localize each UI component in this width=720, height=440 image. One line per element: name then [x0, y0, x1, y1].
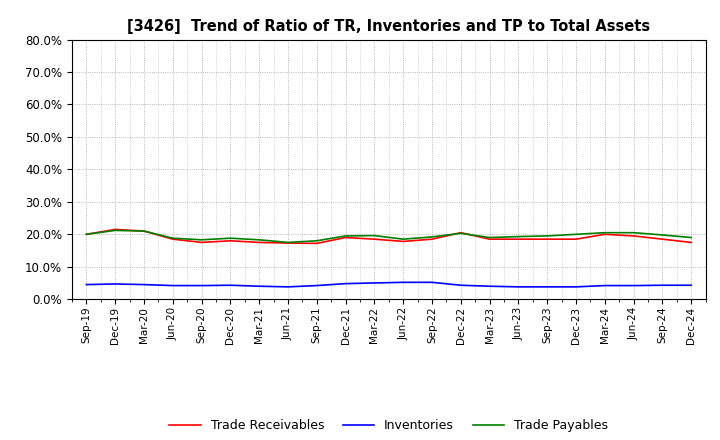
Trade Receivables	[629, 233, 638, 238]
Inventories	[456, 282, 465, 288]
Inventories	[428, 280, 436, 285]
Trade Receivables	[658, 237, 667, 242]
Trade Payables	[284, 240, 292, 245]
Inventories	[82, 282, 91, 287]
Trade Payables	[82, 231, 91, 237]
Trade Receivables	[514, 237, 523, 242]
Trade Receivables	[197, 240, 206, 245]
Trade Receivables	[111, 227, 120, 232]
Trade Payables	[485, 235, 494, 240]
Trade Payables	[600, 230, 609, 235]
Trade Receivables	[600, 231, 609, 237]
Trade Receivables	[456, 230, 465, 235]
Trade Payables	[140, 228, 148, 234]
Trade Payables	[168, 235, 177, 241]
Legend: Trade Receivables, Inventories, Trade Payables: Trade Receivables, Inventories, Trade Pa…	[164, 414, 613, 437]
Inventories	[572, 284, 580, 290]
Inventories	[226, 282, 235, 288]
Trade Receivables	[82, 231, 91, 237]
Inventories	[485, 284, 494, 289]
Trade Payables	[687, 235, 696, 240]
Trade Receivables	[341, 235, 350, 240]
Inventories	[197, 283, 206, 288]
Inventories	[255, 284, 264, 289]
Inventories	[140, 282, 148, 287]
Inventories	[284, 284, 292, 290]
Inventories	[312, 283, 321, 288]
Trade Receivables	[255, 240, 264, 245]
Trade Payables	[428, 234, 436, 239]
Line: Trade Receivables: Trade Receivables	[86, 229, 691, 243]
Inventories	[658, 282, 667, 288]
Trade Receivables	[572, 237, 580, 242]
Trade Payables	[341, 233, 350, 238]
Trade Receivables	[399, 239, 408, 244]
Trade Payables	[543, 233, 552, 238]
Trade Receivables	[168, 237, 177, 242]
Trade Receivables	[140, 228, 148, 234]
Inventories	[687, 282, 696, 288]
Trade Receivables	[428, 237, 436, 242]
Trade Payables	[255, 237, 264, 242]
Trade Payables	[370, 233, 379, 238]
Inventories	[514, 284, 523, 290]
Inventories	[600, 283, 609, 288]
Trade Receivables	[284, 240, 292, 246]
Inventories	[629, 283, 638, 288]
Trade Payables	[629, 230, 638, 235]
Trade Receivables	[370, 237, 379, 242]
Title: [3426]  Trend of Ratio of TR, Inventories and TP to Total Assets: [3426] Trend of Ratio of TR, Inventories…	[127, 19, 650, 34]
Trade Payables	[514, 234, 523, 239]
Inventories	[370, 280, 379, 286]
Trade Payables	[572, 231, 580, 237]
Line: Trade Payables: Trade Payables	[86, 231, 691, 242]
Trade Receivables	[687, 240, 696, 245]
Trade Payables	[111, 228, 120, 233]
Trade Payables	[456, 231, 465, 236]
Inventories	[399, 280, 408, 285]
Trade Payables	[226, 235, 235, 241]
Trade Receivables	[226, 238, 235, 243]
Inventories	[341, 281, 350, 286]
Trade Receivables	[312, 241, 321, 246]
Line: Inventories: Inventories	[86, 282, 691, 287]
Trade Payables	[312, 238, 321, 243]
Inventories	[168, 283, 177, 288]
Inventories	[543, 284, 552, 290]
Trade Payables	[197, 237, 206, 242]
Trade Receivables	[543, 237, 552, 242]
Inventories	[111, 281, 120, 286]
Trade Payables	[399, 237, 408, 242]
Trade Receivables	[485, 237, 494, 242]
Trade Payables	[658, 232, 667, 238]
